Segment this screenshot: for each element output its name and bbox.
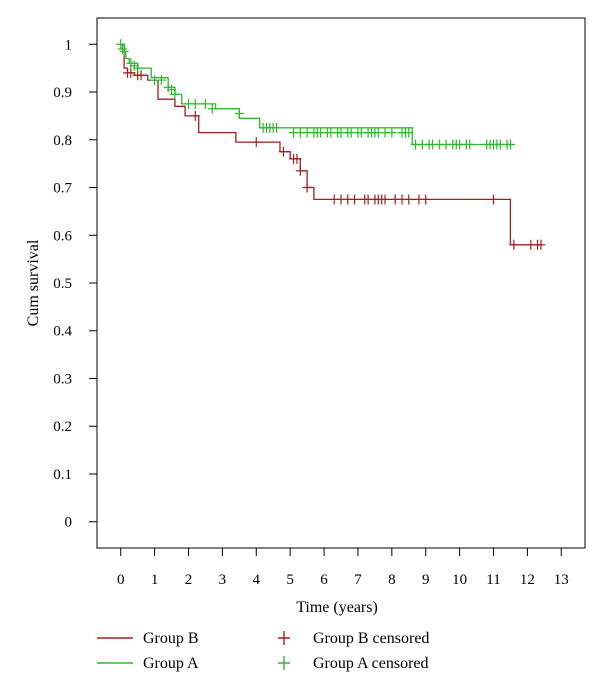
group-b-censor-mark (126, 67, 136, 78)
group-b-censored-legend-swatch (278, 631, 290, 645)
group-a-censor-mark (190, 98, 200, 109)
group-b-censor-mark (190, 110, 200, 121)
x-tick-label: 4 (253, 572, 261, 588)
group-a-censor-mark (404, 127, 414, 138)
group-a-censor-mark (200, 98, 210, 109)
group-b-censor-mark (380, 194, 390, 205)
x-tick-label: 13 (554, 572, 569, 588)
y-tick-label: 0.8 (53, 133, 72, 149)
x-axis: 0 1 2 3 4 5 6 7 8 9 10 11 12 13 (117, 548, 569, 588)
y-tick-label: 0 (65, 515, 73, 531)
x-tick-label: 9 (422, 572, 430, 588)
group-b-censor-mark (251, 137, 261, 148)
y-tick-label: 1 (65, 37, 73, 53)
x-tick-label: 10 (452, 572, 467, 588)
group-b-censor-mark (350, 194, 360, 205)
group-a-censor-mark (116, 39, 126, 50)
group-a-censor-mark (117, 44, 127, 55)
group-b-legend-label: Group B (143, 630, 199, 647)
y-tick-label: 0.4 (53, 324, 72, 340)
y-tick-label: 0.1 (53, 467, 72, 483)
group-b-censor-mark (136, 70, 146, 81)
group-b-censor-mark (295, 165, 305, 176)
x-tick-label: 8 (388, 572, 396, 588)
group-a-censor-mark (156, 75, 166, 86)
group-a-censor-mark (234, 108, 244, 119)
group-b-censor-mark (404, 194, 414, 205)
group-a-censor-mark (272, 122, 282, 133)
y-tick-label: 0.9 (53, 85, 72, 101)
x-tick-label: 2 (185, 572, 193, 588)
group-b-censor-mark (509, 239, 519, 250)
group-a-censor-mark (119, 46, 129, 57)
group-a-censor-mark (465, 139, 475, 150)
group-a-censor-mark (170, 89, 180, 100)
group-a-legend-label: Group A (143, 655, 199, 672)
y-tick-label: 0.5 (53, 276, 72, 292)
group-b-censor-mark (278, 146, 288, 157)
y-axis-label: Cum survival (25, 239, 42, 326)
group-b-censor-mark (421, 194, 431, 205)
x-tick-label: 0 (117, 572, 125, 588)
group-b-censored-legend-label: Group B censored (313, 630, 429, 647)
x-axis-label: Time (years) (296, 599, 378, 616)
legend: Group B Group B censored Group A Group A ce… (97, 630, 429, 672)
y-tick-label: 0.6 (53, 228, 72, 244)
y-axis: 0 0.1 0.2 0.3 0.4 0.5 0.6 0.7 0.8 0.9 1 (53, 37, 97, 531)
y-tick-label: 0.3 (53, 371, 72, 387)
group-a-censor-mark (505, 139, 515, 150)
group-b-censor-mark (302, 182, 312, 193)
group-a-censored-legend-swatch (278, 656, 290, 670)
group-b-censor-mark (292, 153, 302, 164)
x-tick-label: 7 (354, 572, 362, 588)
group-b-censor-mark (489, 194, 498, 205)
x-tick-label: 5 (286, 572, 294, 588)
y-tick-label: 0.2 (53, 419, 72, 435)
group-a-censor-mark (387, 127, 397, 138)
x-tick-label: 6 (320, 572, 328, 588)
y-tick-label: 0.7 (53, 181, 72, 197)
group-a-censor-mark (133, 63, 143, 74)
group-b-censor-mark (536, 239, 546, 250)
x-tick-label: 11 (486, 572, 500, 588)
x-tick-label: 1 (151, 572, 159, 588)
group-a-censor-mark (207, 103, 217, 114)
x-tick-label: 12 (520, 572, 535, 588)
censor-marks (116, 39, 546, 250)
x-tick-label: 3 (219, 572, 227, 588)
survival-curves (120, 43, 541, 246)
plot-frame (96, 17, 586, 549)
group-a-censored-legend-label: Group A censored (313, 655, 429, 672)
